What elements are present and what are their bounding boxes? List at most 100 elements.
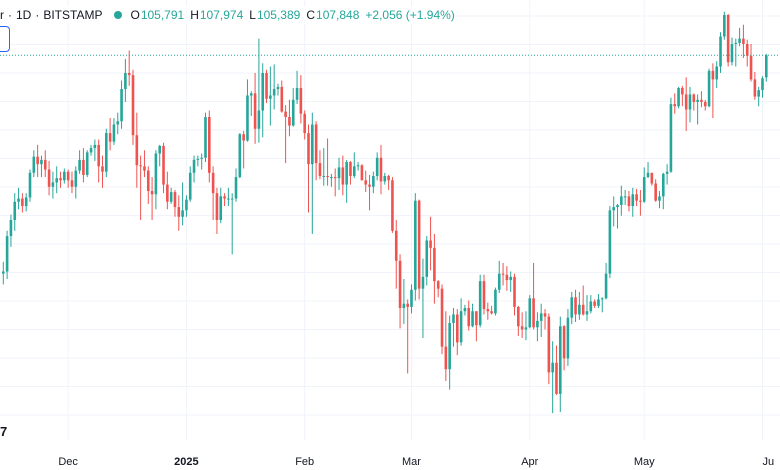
candle-body [265,72,268,99]
candle [448,315,451,390]
candle [146,166,150,204]
candle [246,79,249,142]
candle-body [482,281,486,310]
candle [89,144,93,156]
legend-separator: · [8,8,12,22]
candle [364,170,368,193]
candle [749,44,753,82]
candle [124,59,127,102]
candle-body [108,133,112,142]
candle [345,159,348,203]
candle-body [742,38,745,44]
candle [51,171,55,199]
candle [352,152,356,179]
candle [74,166,78,199]
candle-body [337,167,341,179]
candle [349,160,352,185]
candle-body [558,326,562,394]
candle [742,24,745,58]
candle-body [753,79,757,97]
candle-body [448,323,451,370]
candle [620,185,623,216]
close-value: 107,848 [316,8,360,22]
candle-body [726,15,730,63]
candle-body [589,301,593,312]
candle [85,150,89,178]
candle-body [444,346,448,370]
candle [528,295,532,329]
candle [211,166,215,220]
candle-body [509,276,512,281]
candle-body [398,260,402,308]
candle [284,105,287,164]
candle-body [257,110,261,129]
candle [234,168,238,202]
candle-body [684,94,688,110]
candle [486,302,490,320]
candle-body [486,309,490,312]
candle [433,233,436,304]
candle-body [215,193,219,220]
candle [1,261,5,285]
candle [608,206,612,278]
candle-body [192,159,196,173]
candle [307,124,310,213]
candle-body [745,44,749,56]
candle-body [715,66,719,80]
candle [391,177,394,233]
candle-body [467,308,471,327]
candle [360,164,364,181]
candle [757,86,760,107]
interval-label[interactable]: 1D [16,8,32,22]
candle [47,160,51,196]
time-axis-label: Apr [521,456,538,468]
candle [204,112,207,163]
time-axis-label: Mar [402,456,421,468]
candle-body [101,166,104,172]
candle [299,75,303,124]
candle [673,93,677,114]
candle [444,311,448,381]
candle-body [696,99,699,102]
candle [208,110,211,183]
candle-body [730,44,734,63]
candle-body [394,230,398,261]
candle-body [494,289,497,314]
time-axis-label: Ju [762,456,774,468]
candle [482,274,486,315]
candle-body [677,88,680,107]
candle-body [570,297,574,318]
candle [242,130,245,169]
candle [719,32,722,73]
candle-body [620,196,623,205]
candle-body [55,178,59,183]
candle-body [21,198,24,207]
candle-body [131,75,135,136]
candle-body [654,183,657,201]
candle [417,199,421,300]
candle [536,312,539,342]
candle-body [47,169,51,187]
candle [150,177,154,220]
candle [131,69,135,145]
symbol-legend: r · 1D · BITSTAMP O 105,791 H 107,974 L … [0,6,455,24]
candle-body [173,192,177,208]
candle [105,128,108,178]
candle-body [112,124,116,142]
legend-toggle-button[interactable] [0,26,10,52]
market-status-icon[interactable] [114,11,123,19]
candle [658,191,661,209]
candle-body [59,178,62,181]
candle [394,220,398,289]
candle-body [524,327,528,330]
candle [215,187,219,234]
candle [101,155,104,188]
candle [589,295,593,314]
candle [703,99,707,111]
candle-body [642,177,646,202]
exchange-label: BITSTAMP [43,8,103,22]
candle [459,298,463,346]
symbol-fragment[interactable]: r [0,8,4,22]
candle [379,144,383,195]
